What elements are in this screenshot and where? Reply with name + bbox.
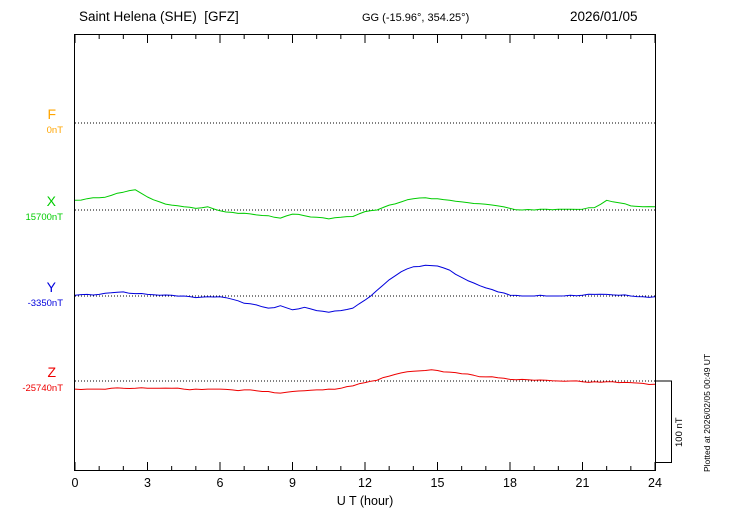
x-tick-label-21: 21 xyxy=(575,476,590,490)
x-tick-label-3: 3 xyxy=(144,476,151,490)
plotted-at-note: Plotted at 2026/02/05 00:49 UT xyxy=(702,353,712,472)
x-tick-label-9: 9 xyxy=(289,476,296,490)
x-tick-label-15: 15 xyxy=(430,476,445,490)
x-axis-label: U T (hour) xyxy=(336,494,394,508)
trace-z xyxy=(75,369,655,394)
x-tick-label-12: 12 xyxy=(358,476,372,490)
x-tick-label-24: 24 xyxy=(648,476,662,490)
x-tick-label-0: 0 xyxy=(71,476,79,490)
component-baseline-z: -25740nT xyxy=(22,383,63,394)
scale-bar xyxy=(655,380,672,463)
component-baseline-f: 0nT xyxy=(46,125,63,136)
axis-tick-marks xyxy=(75,35,655,470)
x-tick-label-18: 18 xyxy=(503,476,517,490)
component-letter-x: X xyxy=(46,193,56,209)
scale-bar-label: 100 nT xyxy=(674,417,685,447)
component-letter-f: F xyxy=(47,106,56,122)
station-title: Saint Helena (SHE) [GFZ] xyxy=(79,9,239,24)
trace-y xyxy=(75,264,655,313)
component-baseline-y: -3350nT xyxy=(27,298,63,309)
component-letter-y: Y xyxy=(46,279,56,295)
geo-coordinates: GG (-15.96°, 354.25°) xyxy=(362,12,470,24)
magnetogram-canvas xyxy=(75,35,655,470)
trace-x xyxy=(75,189,655,220)
plot-area xyxy=(74,34,656,471)
x-tick-label-6: 6 xyxy=(216,476,224,490)
plot-date: 2026/01/05 xyxy=(570,9,638,24)
component-letter-z: Z xyxy=(47,364,56,380)
component-baseline-x: 15700nT xyxy=(25,212,63,223)
